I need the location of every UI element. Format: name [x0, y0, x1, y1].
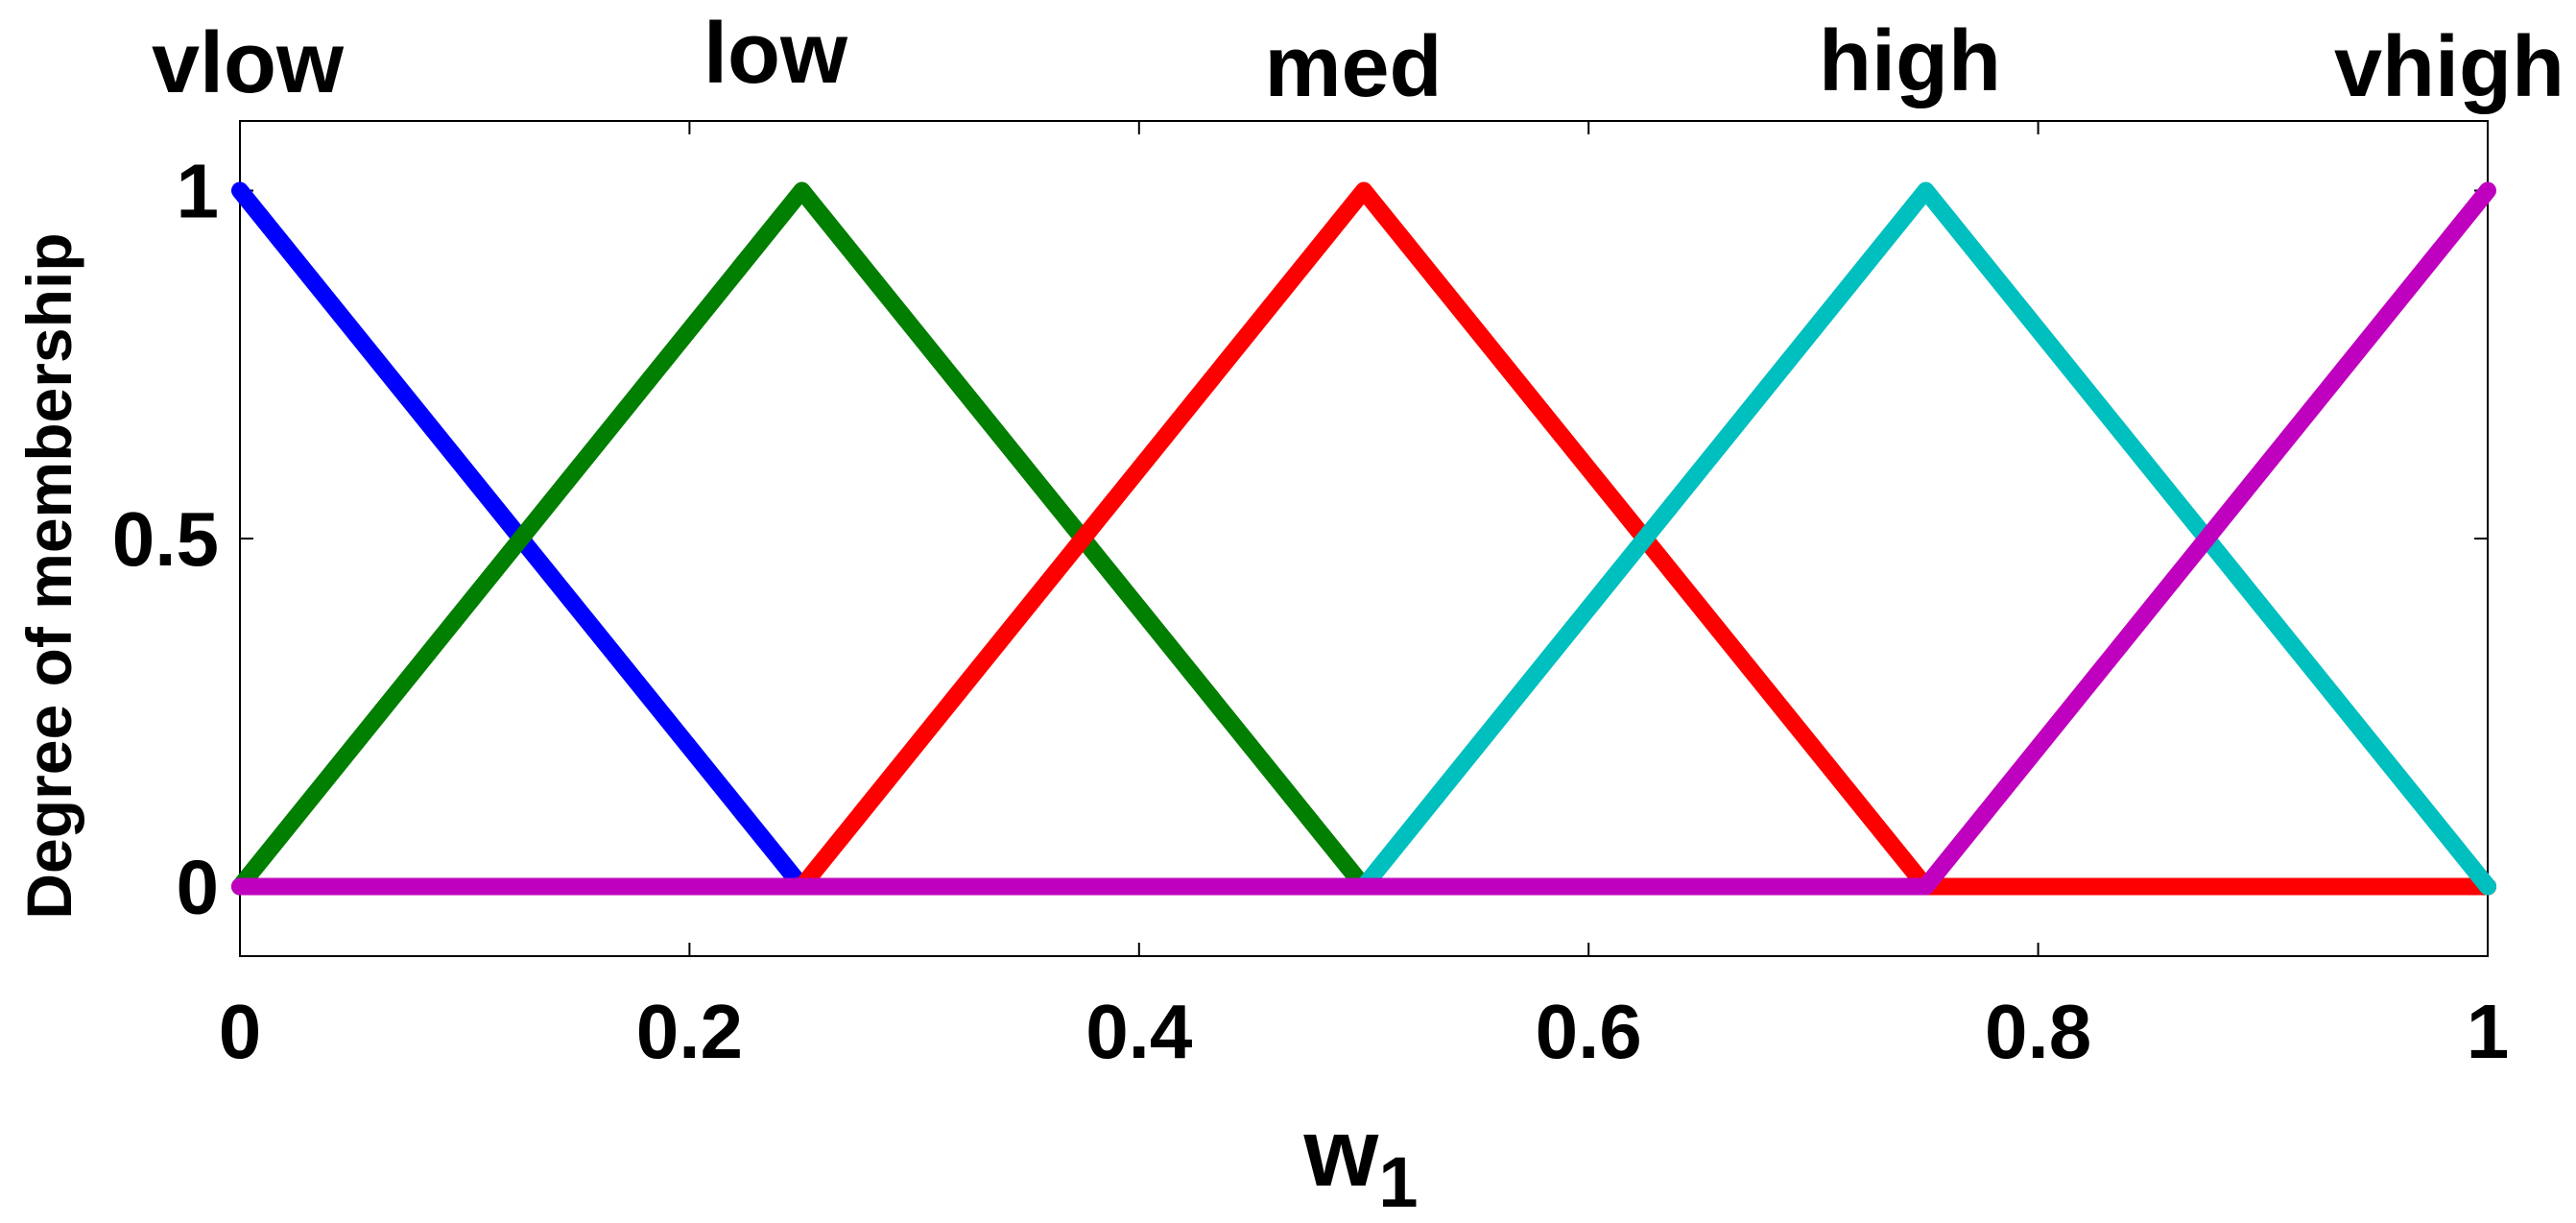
x-tick-label: 0.4: [1085, 989, 1193, 1074]
y-tick-label: 0: [177, 845, 220, 930]
label-high: high: [1819, 13, 2001, 109]
series-layer: [231, 181, 2496, 896]
x-tick-label: 0: [219, 989, 262, 1074]
x-axis-title: w1: [1303, 1099, 1419, 1222]
x-tick-label: 0.8: [1985, 989, 2091, 1074]
plot-area: [239, 120, 2489, 957]
x-tick-label: 1: [2467, 989, 2510, 1074]
label-low: low: [704, 6, 848, 102]
label-vlow: vlow: [152, 15, 345, 111]
y-axis-title: Degree of membership: [13, 232, 84, 919]
x-tick-label: 0.2: [636, 989, 743, 1074]
plot-frame: [239, 120, 2489, 957]
series-line-vhigh: [231, 181, 2496, 896]
x-tick-label: 0.6: [1536, 989, 1642, 1074]
y-tick-label: 1: [177, 149, 220, 234]
y-tick-label: 0.5: [112, 496, 219, 582]
x-axis-title-main: w: [1303, 1099, 1379, 1207]
x-axis-title-subscript: 1: [1378, 1142, 1418, 1222]
label-vhigh: vhigh: [2334, 19, 2564, 115]
label-med: med: [1264, 19, 1442, 115]
membership-labels: vlow low med high vhigh: [152, 6, 2564, 115]
tick-labels: 0 0.2 0.4 0.6 0.8 1 0 0.5 1: [112, 149, 2509, 1075]
